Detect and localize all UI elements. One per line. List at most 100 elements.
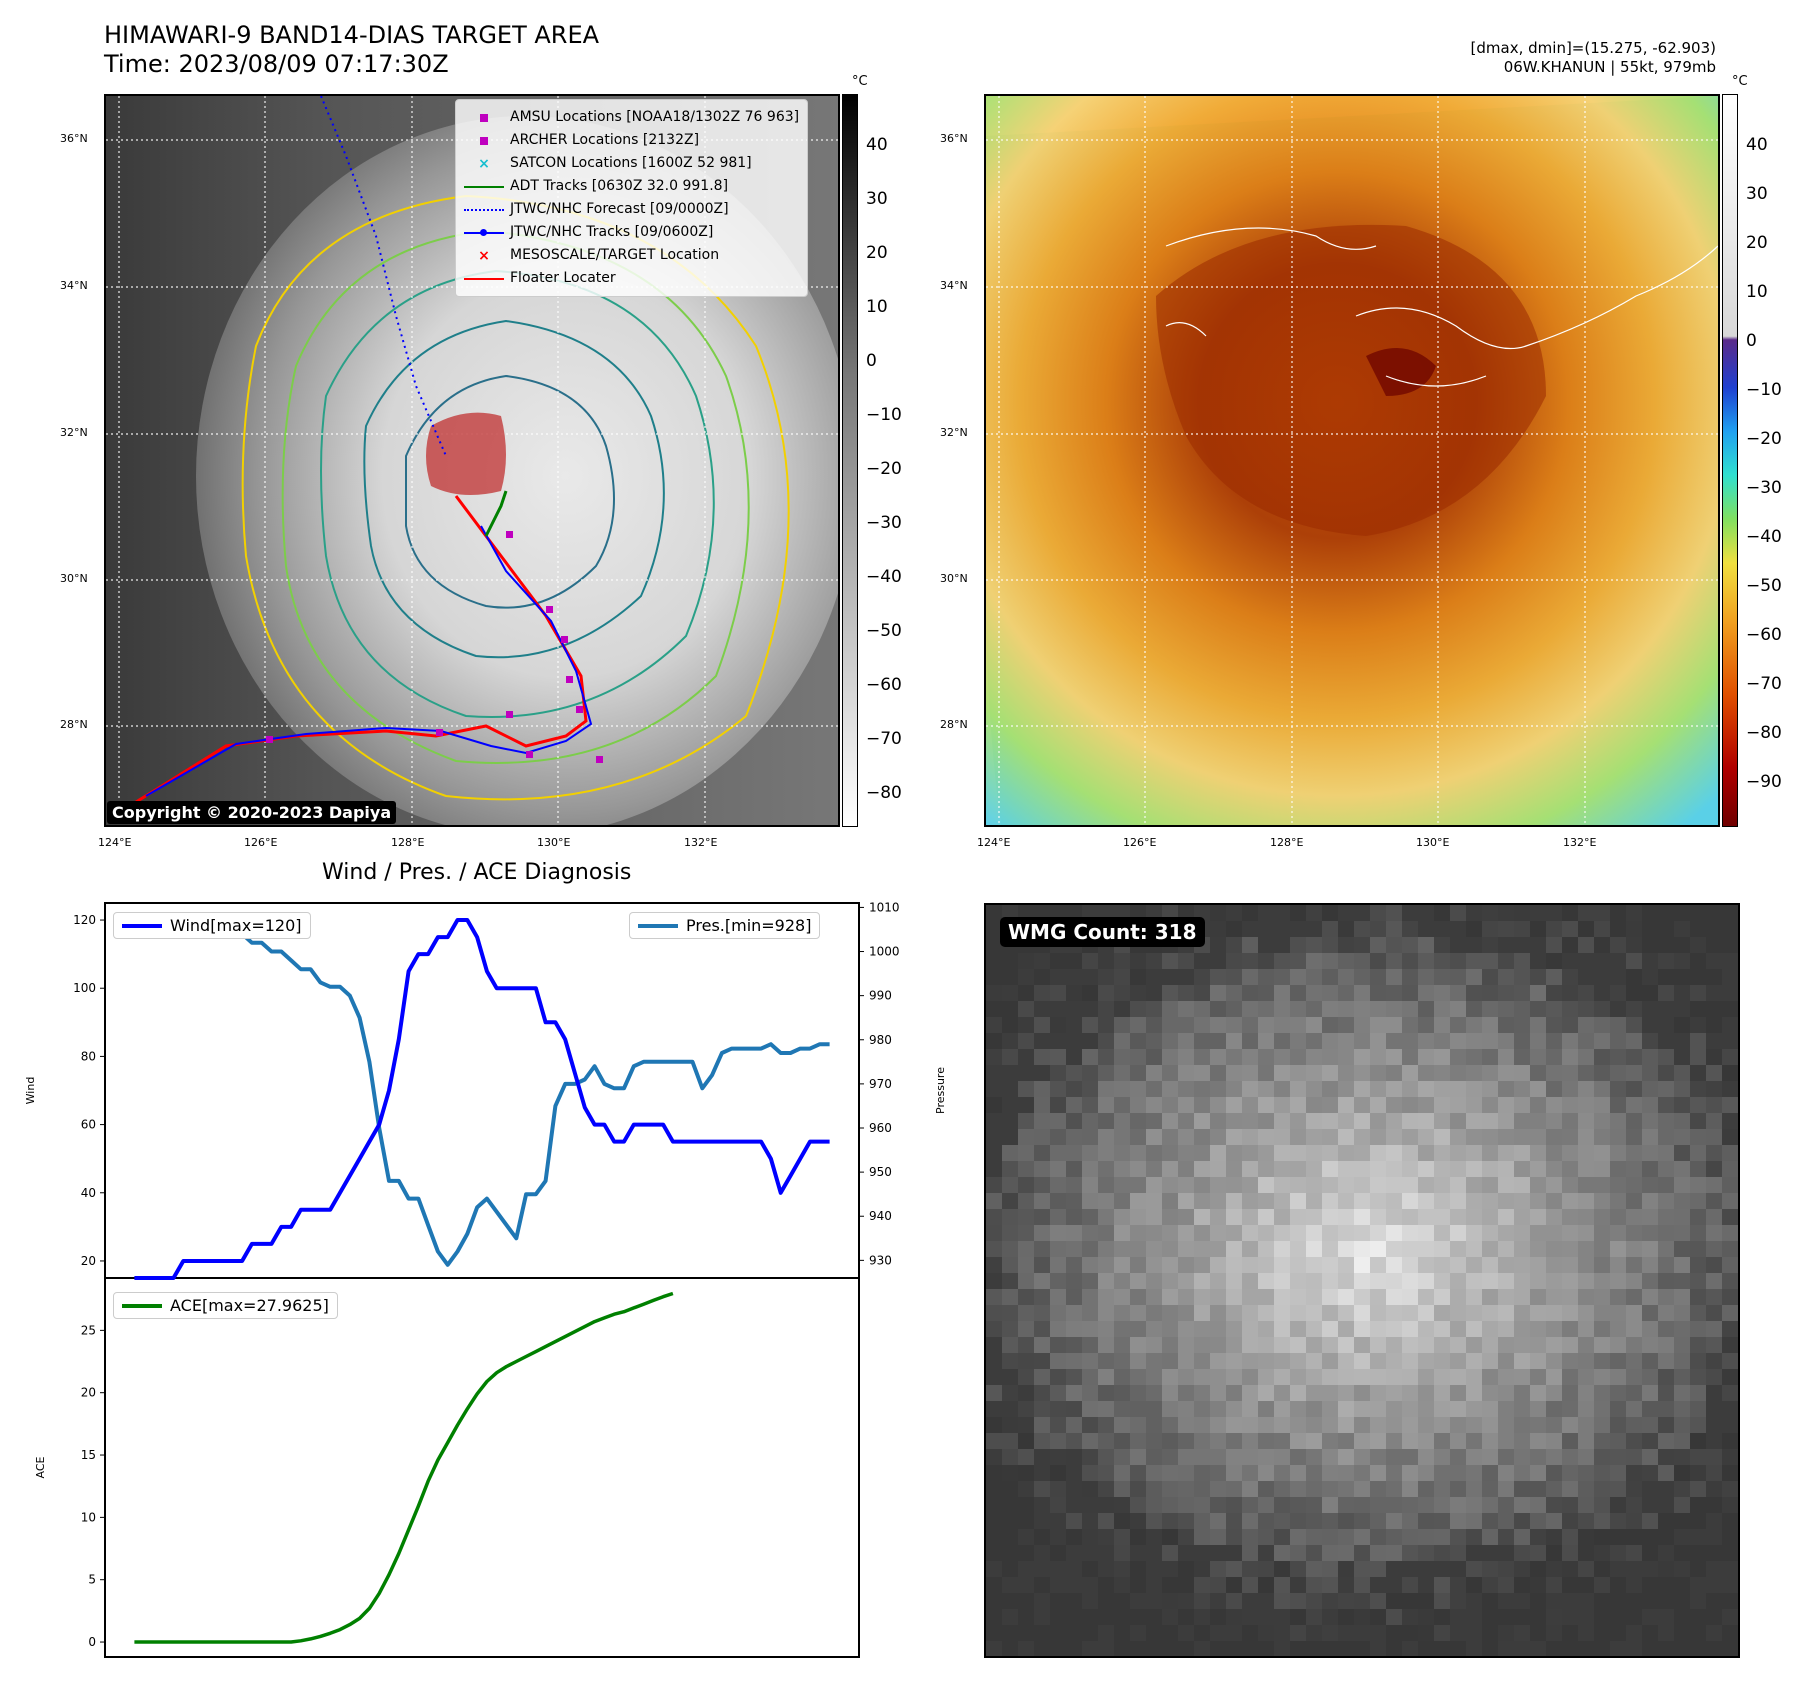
ace-tick-label: 5: [88, 1573, 96, 1587]
ace-tick-label: 15: [81, 1448, 96, 1462]
colorbar-tick-label: 30: [866, 189, 888, 209]
colorbar-tick-label: 30: [1746, 184, 1768, 204]
lon-label: 128°E: [1270, 836, 1304, 849]
lon-label: 130°E: [1416, 836, 1450, 849]
wind-tick-label: 40: [81, 1186, 96, 1200]
colorbar-tick-label: −40: [1746, 527, 1782, 547]
ace-tick-label: 0: [88, 1635, 96, 1649]
colorbar-tick-label: 10: [866, 297, 888, 317]
lat-label: 36°N: [60, 132, 88, 145]
lat-label: 34°N: [940, 279, 968, 292]
wind-tick-label: 60: [81, 1118, 96, 1132]
pressure-tick-label: 930: [869, 1253, 892, 1267]
colorbar-tick-label: 20: [1746, 233, 1768, 253]
map-legend: AMSU Locations [NOAA18/1302Z 76 963] ARC…: [455, 99, 809, 297]
wmg-panel: WMG Count: 318: [984, 903, 1740, 1658]
colorbar-tick-label: −50: [866, 621, 902, 641]
colorbar-tick-label: 20: [866, 243, 888, 263]
gray-colorbar: [842, 94, 858, 827]
ir-map-panel: AMSU Locations [NOAA18/1302Z 76 963] ARC…: [104, 94, 840, 827]
lat-label: 34°N: [60, 279, 88, 292]
lat-label: 28°N: [60, 718, 88, 731]
ace-legend: ACE[max=27.9625]: [113, 1292, 338, 1319]
lon-label: 126°E: [244, 836, 278, 849]
lat-label: 32°N: [940, 426, 968, 439]
figure-title-line1: HIMAWARI-9 BAND14-DIAS TARGET AREA: [104, 21, 600, 49]
pressure-tick-label: 1000: [869, 945, 900, 959]
lat-label: 30°N: [60, 572, 88, 585]
colorbar-tick-label: −70: [1746, 674, 1782, 694]
pressure-series-line: [134, 918, 830, 1267]
wind-axis-label: Wind: [24, 1077, 37, 1105]
lon-label: 124°E: [98, 836, 132, 849]
pressure-tick-label: 980: [869, 1033, 892, 1047]
colorbar-tick-label: −30: [866, 513, 902, 533]
colorbar-tick-label: −80: [866, 783, 902, 803]
colorbar-tick-label: −60: [866, 675, 902, 695]
pressure-tick-label: 950: [869, 1165, 892, 1179]
legend-item-adt: ADT Tracks [0630Z 32.0 991.8]: [464, 175, 799, 198]
pressure-tick-label: 990: [869, 989, 892, 1003]
colorbar-unit: °C: [852, 74, 868, 89]
colorbar-tick-label: −70: [866, 729, 902, 749]
lon-label: 130°E: [537, 836, 571, 849]
color-ir-map-panel: [984, 94, 1720, 827]
legend-item-forecast: JTWC/NHC Forecast [09/0000Z]: [464, 198, 799, 221]
figure-title-line2: Time: 2023/08/09 07:17:30Z: [104, 50, 449, 78]
wind-tick-label: 20: [81, 1254, 96, 1268]
lat-label: 32°N: [60, 426, 88, 439]
dmax-dmin-readout: [dmax, dmin]=(15.275, -62.903): [1470, 39, 1716, 57]
wmg-count-label: WMG Count: 318: [1000, 917, 1205, 947]
legend-item-amsu: AMSU Locations [NOAA18/1302Z 76 963]: [464, 106, 799, 129]
ace-tick-label: 10: [81, 1510, 96, 1524]
colorbar-tick-label: −40: [866, 567, 902, 587]
pressure-axis-label: Pressure: [934, 1067, 947, 1114]
colorbar-tick-label: 40: [866, 135, 888, 155]
lon-label: 124°E: [977, 836, 1011, 849]
colorbar-tick-label: −90: [1746, 772, 1782, 792]
colorbar-tick-label: 10: [1746, 282, 1768, 302]
lon-label: 132°E: [1563, 836, 1597, 849]
colorbar-tick-label: 0: [1746, 331, 1757, 351]
lon-label: 126°E: [1123, 836, 1157, 849]
colorbar-tick-label: −60: [1746, 625, 1782, 645]
pressure-tick-label: 970: [869, 1077, 892, 1091]
wind-legend: Wind[max=120]: [113, 912, 311, 939]
wind-series-line: [134, 918, 830, 1280]
wmg-image: [986, 905, 1738, 1656]
colorbar-tick-label: 0: [866, 351, 877, 371]
colorbar-tick-label: 40: [1746, 135, 1768, 155]
ace-tick-label: 20: [81, 1386, 96, 1400]
pressure-legend: Pres.[min=928]: [629, 912, 821, 939]
color-colorbar: [1722, 94, 1738, 827]
ace-axes-frame: [104, 1277, 860, 1658]
ace-axis-label: ACE: [34, 1456, 47, 1478]
pressure-tick-label: 1010: [869, 900, 900, 914]
colorbar-unit: °C: [1732, 74, 1748, 89]
legend-item-target: × MESOSCALE/TARGET Location: [478, 247, 720, 264]
diagnosis-title: Wind / Pres. / ACE Diagnosis: [322, 860, 632, 885]
lon-label: 132°E: [684, 836, 718, 849]
legend-item-satcon: × SATCON Locations [1600Z 52 981]: [478, 155, 752, 172]
wind-tick-label: 100: [73, 981, 96, 995]
wind-tick-label: 120: [73, 913, 96, 927]
ace-series-line: [134, 1291, 674, 1644]
lat-label: 28°N: [940, 718, 968, 731]
storm-info: 06W.KHANUN | 55kt, 979mb: [1503, 58, 1716, 76]
wind-tick-label: 80: [81, 1049, 96, 1063]
lon-label: 128°E: [391, 836, 425, 849]
color-ir-map-image: [986, 96, 1718, 825]
wmg-mosaic: [986, 905, 1738, 1656]
lat-label: 30°N: [940, 572, 968, 585]
ace-tick-label: 25: [81, 1323, 96, 1337]
lat-label: 36°N: [940, 132, 968, 145]
legend-item-floater: Floater Locater: [464, 267, 799, 290]
colorbar-tick-label: −80: [1746, 723, 1782, 743]
diagnosis-chart: 1201008060402010101000990980970960950940…: [24, 900, 947, 1658]
colorbar-tick-label: −20: [1746, 429, 1782, 449]
colorbar-tick-label: −10: [1746, 380, 1782, 400]
legend-item-tracks: JTWC/NHC Tracks [09/0600Z]: [464, 221, 799, 244]
colorbar-tick-label: −10: [866, 405, 902, 425]
pressure-tick-label: 940: [869, 1209, 892, 1223]
colorbar-tick-label: −30: [1746, 478, 1782, 498]
